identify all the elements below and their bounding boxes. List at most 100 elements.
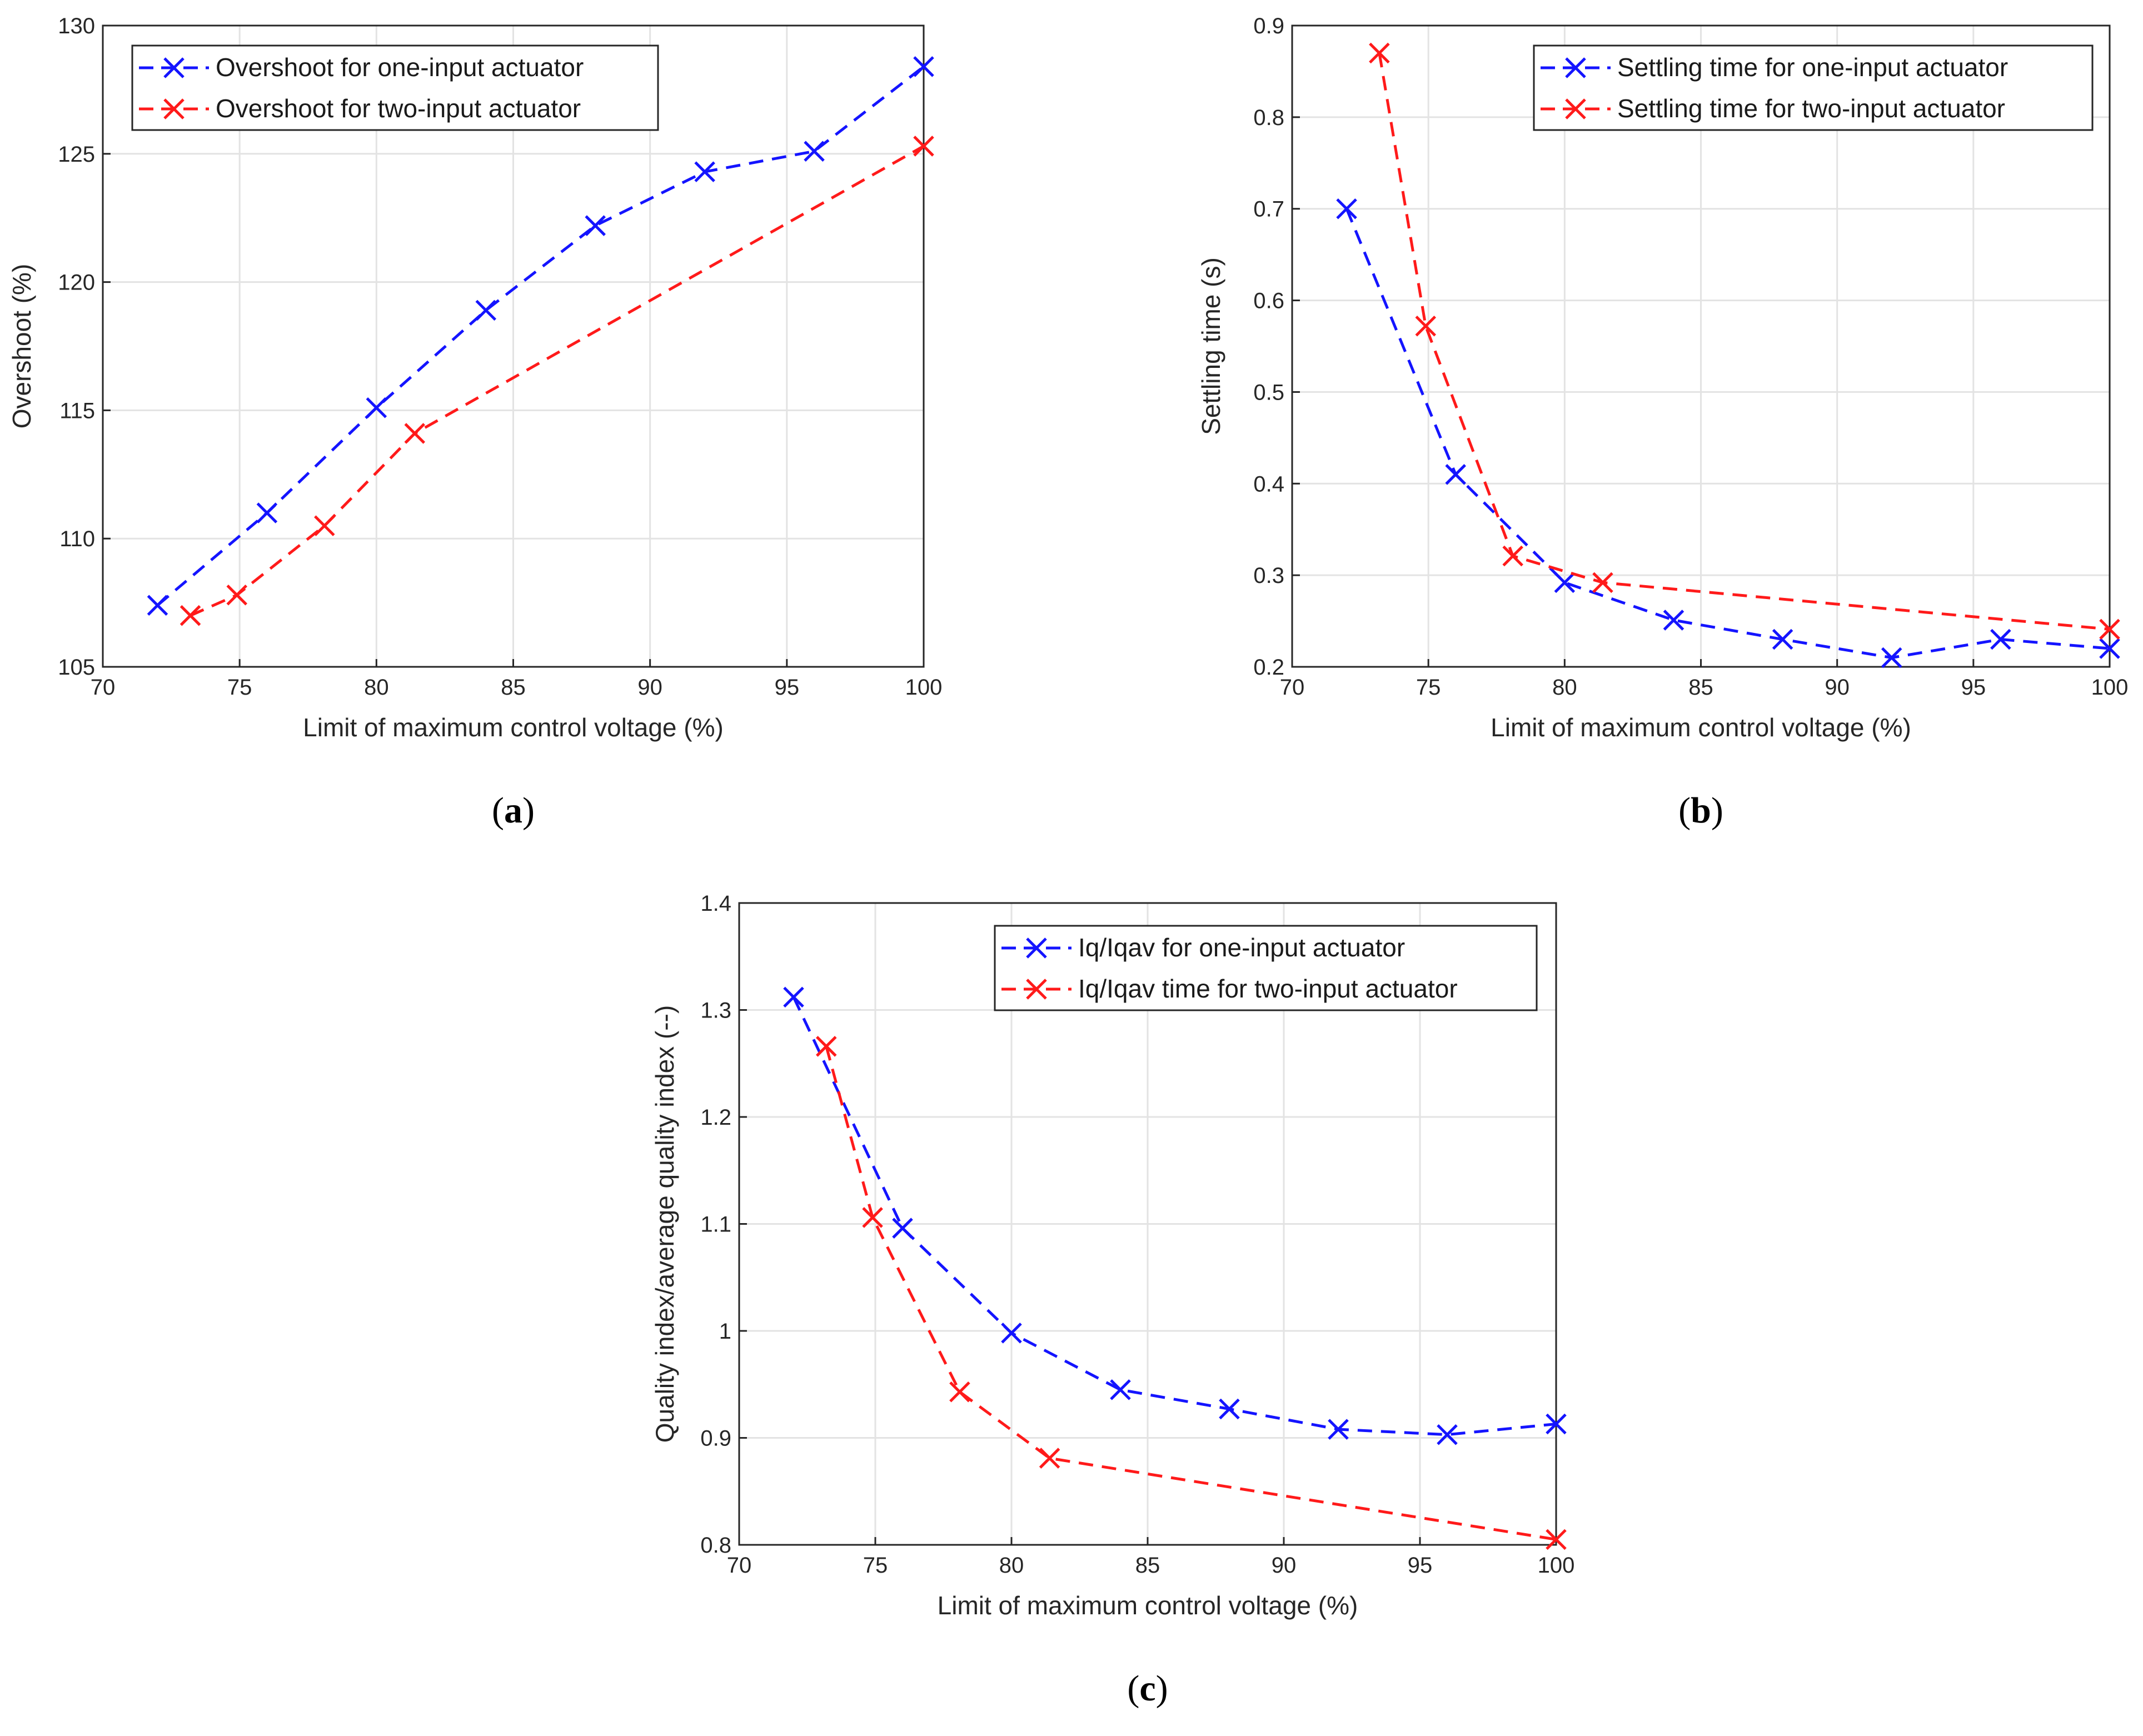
- y-tick-label: 0.4: [1253, 472, 1284, 496]
- data-point-marker: [913, 56, 934, 77]
- panel-caption: (c): [1127, 1668, 1168, 1709]
- panel-letter: b: [1691, 790, 1711, 831]
- data-point-marker: [147, 595, 168, 616]
- data-point-marker: [1219, 1398, 1240, 1420]
- data-point-marker: [892, 1218, 913, 1239]
- y-tick-label: 0.7: [1253, 197, 1284, 222]
- y-tick-label: 1: [719, 1319, 731, 1344]
- data-point-marker: [404, 423, 426, 444]
- data-point-marker: [1001, 1323, 1022, 1344]
- panel-caption: (b): [1678, 790, 1723, 831]
- x-tick-label: 80: [999, 1553, 1024, 1578]
- legend-entry-label: Overshoot for two-input actuator: [216, 94, 581, 123]
- data-point-marker: [862, 1207, 883, 1228]
- data-point-marker: [783, 986, 804, 1008]
- x-tick-label: 75: [227, 675, 252, 700]
- data-point-marker: [1546, 1529, 1567, 1550]
- y-tick-label: 0.9: [1253, 14, 1284, 38]
- data-point-marker: [256, 502, 278, 523]
- x-tick-label: 90: [1825, 675, 1850, 700]
- y-tick-label: 1.3: [700, 999, 731, 1023]
- y-tick-label: 0.8: [700, 1533, 731, 1558]
- y-axis-label: Quality index/average quality index (--): [650, 1005, 679, 1443]
- legend-entry-label: Iq/Iqav for one-input actuator: [1078, 933, 1405, 962]
- x-tick-label: 90: [637, 675, 662, 700]
- data-point-marker: [226, 584, 248, 606]
- chart-panel-b: 70 75 80 85 90 95 100 0.2 0.3 0.4 0.5 0.6 0.7 0.8 0.9 L…: [1197, 14, 2128, 831]
- data-point-marker: [1502, 545, 1523, 567]
- data-point-marker: [2099, 618, 2120, 640]
- legend-marker: [1565, 98, 1586, 119]
- x-tick-label: 70: [727, 1553, 752, 1578]
- series-line-one-input: [792, 996, 1557, 1436]
- data-point-marker: [816, 1036, 837, 1057]
- x-tick-label: 80: [364, 675, 389, 700]
- data-point-marker: [180, 605, 201, 626]
- y-tick-label: 125: [58, 142, 95, 167]
- y-axis-label: Settling time (s): [1197, 257, 1225, 435]
- data-point-marker: [949, 1381, 970, 1403]
- legend-marker: [163, 98, 185, 119]
- data-point-marker: [1554, 572, 1576, 593]
- data-point-marker: [1039, 1448, 1060, 1469]
- data-point-marker: [1445, 464, 1466, 485]
- y-tick-label: 0.6: [1253, 289, 1284, 313]
- legend-entry-label: Settling time for one-input actuator: [1617, 53, 2008, 82]
- data-point-marker: [1415, 315, 1437, 337]
- x-tick-label: 85: [501, 675, 526, 700]
- x-tick-label: 100: [905, 675, 943, 700]
- data-point-marker: [314, 515, 335, 536]
- legend-entry-label: Iq/Iqav time for two-input actuator: [1078, 974, 1458, 1003]
- data-point-marker: [913, 136, 934, 157]
- x-tick-label: 95: [775, 675, 800, 700]
- legend-marker: [1565, 57, 1586, 78]
- y-tick-label: 105: [58, 655, 95, 680]
- x-tick-label: 100: [2091, 675, 2129, 700]
- panel-letter: a: [504, 790, 522, 831]
- x-tick-label: 100: [1538, 1553, 1575, 1578]
- y-tick-label: 1.4: [700, 891, 731, 916]
- x-tick-label: 75: [863, 1553, 888, 1578]
- x-tick-label: 95: [1961, 675, 1986, 700]
- x-tick-label: 70: [91, 675, 116, 700]
- data-point-marker: [1546, 1413, 1567, 1435]
- x-tick-label: 75: [1416, 675, 1441, 700]
- data-point-marker: [694, 161, 715, 182]
- data-point-marker: [1881, 647, 1902, 669]
- legend-marker: [1026, 937, 1047, 959]
- y-tick-label: 1.2: [700, 1105, 731, 1130]
- data-point-marker: [475, 300, 497, 321]
- data-point-marker: [1663, 610, 1685, 631]
- x-axis-label: Limit of maximum control voltage (%): [1491, 713, 1911, 742]
- x-tick-label: 70: [1280, 675, 1305, 700]
- series-line-one-input: [1345, 208, 2110, 660]
- data-point-marker: [1110, 1379, 1131, 1400]
- legend-entry-label: Settling time for two-input actuator: [1617, 94, 2005, 123]
- legend-marker: [163, 57, 185, 78]
- data-point-marker: [1990, 628, 2011, 650]
- x-tick-label: 85: [1688, 675, 1713, 700]
- y-axis-label: Overshoot (%): [7, 264, 36, 429]
- legend-marker: [1026, 979, 1047, 1000]
- data-point-marker: [1336, 198, 1357, 220]
- series-line-one-input: [156, 65, 925, 607]
- x-tick-label: 80: [1552, 675, 1577, 700]
- legend: Overshoot for one-input actuator Overshoo…: [131, 44, 659, 131]
- data-point-marker: [804, 141, 825, 162]
- data-point-marker: [1772, 628, 1793, 650]
- y-tick-label: 0.9: [700, 1426, 731, 1451]
- y-tick-label: 0.3: [1253, 563, 1284, 588]
- y-tick-label: 110: [59, 527, 95, 551]
- x-axis-label: Limit of maximum control voltage (%): [303, 713, 724, 742]
- series-line-two-input: [825, 1046, 1557, 1541]
- x-axis-label: Limit of maximum control voltage (%): [938, 1591, 1358, 1620]
- legend-box: [1533, 44, 2094, 131]
- x-tick-label: 85: [1135, 1553, 1160, 1578]
- y-tick-label: 0.8: [1253, 106, 1284, 130]
- panel-caption: (a): [492, 790, 535, 831]
- legend-entry-label: Overshoot for one-input actuator: [216, 53, 584, 82]
- x-tick-label: 90: [1272, 1553, 1297, 1578]
- chart-panel-c: 70 75 80 85 90 95 100 0.8 0.9 1 1.1 1.2 1.3 1.4 Limit …: [650, 891, 1574, 1709]
- panel-letter: c: [1139, 1668, 1155, 1709]
- data-point-marker: [1369, 42, 1390, 64]
